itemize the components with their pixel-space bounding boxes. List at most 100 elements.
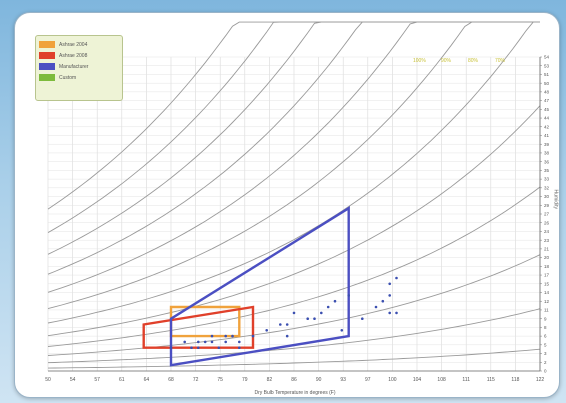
legend-item: Manufacturer [39,62,122,71]
y-tick-label: 24 [544,229,550,234]
data-point [306,317,310,321]
envelope-ashrae-2008 [142,305,255,349]
rh-label: 100% [413,58,426,64]
chart-panel: 50 54 57 61 64 68 72 75 79 82 86 90 93 97 100 104 108 111… [14,12,560,398]
data-point [169,346,173,350]
data-point [361,317,364,321]
data-point [313,317,316,321]
data-point [224,340,227,344]
y-tick-label: 3 [544,351,547,356]
data-point [395,276,398,280]
x-tick-label: 86 [291,377,297,383]
y-tick-label: 50 [544,81,550,86]
y-tick-label: 14 [544,290,550,295]
y-tick-label: 51 [544,72,550,77]
rh-label: 80% [468,58,479,64]
data-point [197,346,200,350]
data-point [285,323,289,326]
y-tick-label: 12 [544,299,550,304]
y-tick-label: 36 [544,159,550,164]
humidity-curve [47,21,540,310]
humidity-curve [47,186,541,347]
y-tick-label: 17 [544,273,550,278]
data-point [210,340,214,344]
data-point [210,334,214,338]
data-point [347,294,351,297]
psychrometric-chart: 50 54 57 61 64 68 72 75 79 82 86 90 93 97 100 104 108 111… [45,21,550,383]
x-tick-label: 79 [242,377,248,383]
data-point [265,329,268,332]
y-tick-label: 44 [544,116,550,121]
x-tick-label: 82 [267,377,273,383]
legend-swatch [39,41,55,48]
y-tick-label: 30 [544,194,550,199]
x-tick-label: 72 [193,377,199,383]
data-point [190,346,193,350]
y-tick-label: 8 [544,325,547,330]
legend-item: Ashrae 2008 [39,51,122,60]
y-tick-label: 53 [544,63,550,68]
data-point [217,346,221,350]
data-point [395,311,398,315]
rh-label: 90% [441,58,452,64]
y-tick-label: 6 [544,334,547,339]
y-tick-label: 9 [544,316,547,321]
x-tick-label: 93 [340,377,346,383]
y-tick-label: 23 [544,238,550,243]
data-point [285,334,289,338]
y-tick-label: 21 [544,246,550,251]
data-point [183,340,186,344]
data-point [320,311,323,315]
x-tick-label: 111 [462,377,470,383]
humidity-curve [47,21,540,324]
y-tick-label: 42 [544,124,550,129]
data-point [326,305,330,309]
y-tick-label: 5 [544,342,547,347]
legend-item: Custom [39,73,122,82]
data-point [292,311,296,315]
rh-label: 70% [495,58,506,64]
x-tick-label: 75 [217,377,223,383]
data-point [224,334,227,338]
y-tick-label: 41 [544,133,550,138]
data-point [388,294,392,297]
x-tick-label: 115 [487,377,495,383]
x-tick-label: 68 [168,377,174,383]
data-point [381,299,385,303]
data-point [238,346,241,350]
legend-label: Ashrae 2008 [59,52,88,59]
y-tick-label: 54 [544,55,550,60]
legend-item: Ashrae 2004 [39,40,122,49]
y-tick-label: 2 [544,360,547,365]
humidity-curve [47,21,540,210]
x-tick-label: 108 [437,377,446,383]
y-axis-label: Humidity [552,189,558,209]
y-tick-label: 20 [544,255,550,260]
y-tick-label: 33 [544,177,550,182]
data-point [388,282,392,286]
y-tick-label: 18 [544,264,550,269]
y-tick-label: 45 [544,107,550,112]
x-tick-label: 100 [388,377,397,383]
data-point [231,334,234,338]
y-tick-label: 47 [544,98,550,103]
legend: Ashrae 2004 Ashrae 2008 Manufacturer Custom [35,35,123,101]
envelope-manufacturer [169,206,350,367]
legend-swatch [39,52,55,59]
x-tick-label: 90 [316,377,322,383]
data-point [333,299,337,303]
humidity-curve [47,348,541,369]
data-point [279,323,282,326]
data-point [388,311,392,315]
humidity-curve [47,105,541,337]
envelope-ashrae-2004 [169,305,241,338]
y-tick-label: 15 [544,281,550,286]
y-tick-label: 27 [544,212,550,217]
data-point [374,305,378,309]
x-tick-label: 64 [144,377,150,383]
x-tick-label: 118 [511,377,519,383]
y-tick-label: 26 [544,220,550,225]
y-tick-label: 48 [544,89,550,94]
x-tick-label: 50 [45,377,51,383]
y-tick-label: 29 [544,203,550,208]
